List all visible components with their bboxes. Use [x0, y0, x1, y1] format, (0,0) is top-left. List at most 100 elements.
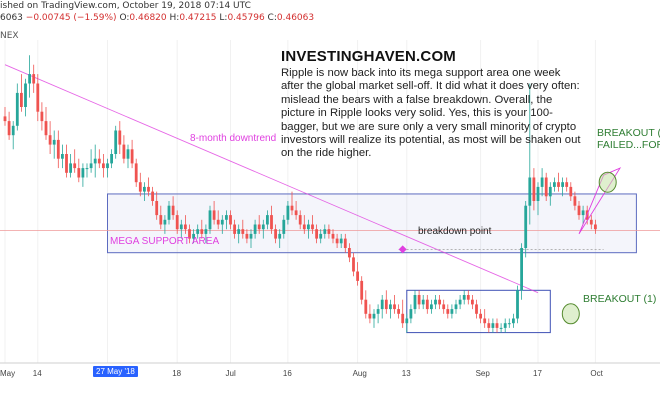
- candle: [270, 205, 273, 234]
- candle-body: [348, 248, 351, 258]
- candle-body: [589, 219, 593, 225]
- candle-body: [376, 309, 380, 314]
- candle-body: [307, 224, 310, 230]
- candle-body: [331, 233, 335, 239]
- candle-body: [40, 111, 44, 122]
- low-label: L:: [219, 13, 228, 23]
- candle-body: [220, 219, 224, 225]
- candle: [32, 64, 36, 93]
- candle: [143, 182, 146, 201]
- candle-body: [417, 295, 421, 305]
- candle: [536, 182, 540, 216]
- candle: [163, 215, 167, 234]
- candle: [405, 313, 409, 333]
- candle: [307, 219, 310, 239]
- x-tick-label: Sep: [475, 369, 490, 378]
- candle-body: [442, 304, 446, 310]
- candle-body: [561, 182, 564, 187]
- candle-body: [48, 135, 52, 145]
- candle: [446, 304, 450, 319]
- candle-body: [495, 323, 499, 328]
- candle: [229, 210, 232, 230]
- candle-body: [65, 154, 68, 173]
- candle: [315, 224, 318, 244]
- candle-body: [446, 309, 450, 314]
- candle: [204, 224, 208, 244]
- candle-body: [204, 229, 208, 234]
- candle-body: [52, 139, 56, 145]
- high-value: 0.47215: [179, 13, 217, 23]
- x-tick-label: 13: [401, 369, 411, 378]
- candle-body: [487, 323, 491, 328]
- candle: [319, 229, 323, 244]
- candle: [114, 125, 118, 159]
- candle-body: [196, 229, 200, 234]
- candle: [356, 262, 359, 286]
- candle: [102, 154, 105, 178]
- candle-body: [327, 229, 331, 234]
- candle: [106, 158, 109, 178]
- candle: [397, 304, 400, 319]
- candle: [147, 177, 150, 197]
- candle-body: [565, 182, 569, 187]
- candle-body: [270, 215, 273, 230]
- candle: [540, 168, 544, 197]
- candle-body: [229, 215, 232, 225]
- candle: [413, 290, 417, 314]
- candle: [520, 243, 523, 300]
- high-label: H:: [169, 13, 180, 23]
- candle-body: [69, 163, 72, 173]
- candle: [298, 210, 302, 230]
- candle: [352, 252, 355, 277]
- candle-body: [44, 121, 48, 136]
- candle-body: [77, 168, 81, 178]
- brand-title: INVESTINGHAVEN.COM: [281, 48, 457, 65]
- candle-body: [249, 233, 253, 239]
- candle-body: [389, 304, 392, 310]
- candle: [282, 215, 286, 239]
- candle: [294, 201, 298, 220]
- candle: [266, 210, 269, 230]
- candle-body: [171, 205, 175, 216]
- published-line: ished on TradingView.com, October 19, 20…: [0, 1, 251, 11]
- candle-body: [15, 92, 19, 126]
- candle-body: [364, 299, 368, 314]
- price-change: −0.00745 (−1.59%): [25, 13, 117, 23]
- candle: [130, 139, 134, 169]
- candle: [364, 290, 368, 319]
- candle: [192, 229, 195, 244]
- candle: [20, 74, 23, 112]
- candle-body: [343, 238, 347, 248]
- candle-body: [491, 323, 495, 328]
- candle: [220, 215, 224, 234]
- candle: [311, 215, 314, 234]
- candle: [110, 149, 113, 169]
- candle-body: [7, 121, 11, 136]
- candle-body: [61, 154, 64, 159]
- candle-body: [290, 205, 294, 211]
- candle: [225, 210, 228, 230]
- candle-body: [372, 313, 376, 319]
- candle-body: [548, 186, 552, 197]
- candle-body: [520, 248, 523, 291]
- candle: [384, 290, 388, 314]
- candle: [134, 158, 138, 187]
- candle-body: [286, 205, 290, 220]
- candle: [589, 215, 593, 230]
- candle: [532, 168, 536, 211]
- candle-body: [471, 299, 474, 305]
- candle: [360, 276, 364, 305]
- candle: [544, 172, 548, 201]
- candle: [274, 224, 277, 244]
- candle: [48, 121, 52, 154]
- candle-body: [413, 295, 417, 310]
- candle-body: [512, 318, 515, 324]
- candle: [159, 205, 163, 230]
- candle-body: [97, 158, 101, 164]
- breakout-1-marker: [561, 303, 580, 325]
- candle-body: [405, 318, 409, 324]
- candle-body: [594, 224, 597, 230]
- candle: [425, 295, 429, 314]
- candle: [327, 224, 331, 239]
